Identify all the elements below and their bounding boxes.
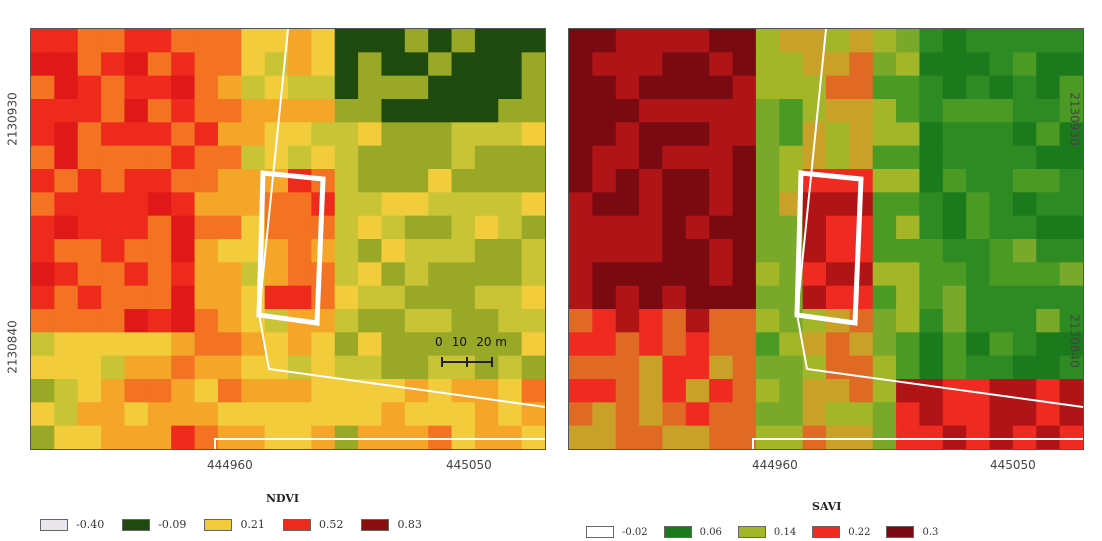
legend-swatch xyxy=(586,526,614,538)
ndvi-y-tick-bottom: 2130840 xyxy=(5,320,20,374)
legend-label: 0.06 xyxy=(699,526,722,538)
legend-label: 0.52 xyxy=(318,518,344,531)
parcel-boundary-line xyxy=(795,29,1083,408)
scale-label-0: 0 xyxy=(435,335,443,349)
ndvi-legend-item: 0.21 xyxy=(204,518,265,531)
ndvi-map[interactable]: 0 10 20 m xyxy=(30,28,546,450)
savi-legend-item: -0.02 xyxy=(586,526,648,538)
road-boundary-line xyxy=(752,438,1083,449)
ndvi-x-tick-2: 445050 xyxy=(446,458,492,472)
legend-swatch xyxy=(361,518,390,531)
study-plot-outline xyxy=(794,170,864,326)
legend-label: -0.02 xyxy=(622,526,648,538)
scale-bar-line xyxy=(441,357,493,367)
legend-swatch xyxy=(122,518,151,531)
legend-swatch xyxy=(204,518,233,531)
legend-swatch xyxy=(812,526,841,538)
savi-legend-item: 0.14 xyxy=(737,526,797,538)
savi-legend: -0.02 0.06 0.14 0.22 0.3 xyxy=(586,526,938,538)
legend-swatch xyxy=(282,518,311,531)
savi-legend-item: 0.06 xyxy=(663,526,722,538)
legend-swatch xyxy=(663,526,692,538)
ndvi-legend-title: NDVI xyxy=(266,492,300,505)
scale-label-10: 10 xyxy=(451,335,468,349)
savi-legend-item: 0.3 xyxy=(886,526,938,538)
legend-label: 0.21 xyxy=(240,518,265,531)
scale-label-20m: 20 m xyxy=(476,335,507,349)
ndvi-legend-item: 0.83 xyxy=(361,518,422,531)
ndvi-y-tick-top: 2130930 xyxy=(5,92,20,146)
legend-label: 0.3 xyxy=(922,526,939,538)
legend-swatch xyxy=(40,518,68,531)
ndvi-legend-item: -0.40 xyxy=(40,518,104,531)
legend-swatch xyxy=(737,526,766,538)
savi-map[interactable] xyxy=(568,28,1084,450)
savi-raster xyxy=(569,29,1083,449)
savi-y-tick-top: 2130930 xyxy=(1067,92,1082,146)
road-boundary-line xyxy=(214,438,545,449)
savi-x-tick-2: 445050 xyxy=(990,458,1036,472)
ndvi-legend-item: -0.09 xyxy=(122,518,186,531)
legend-swatch xyxy=(886,526,915,538)
ndvi-raster xyxy=(31,29,545,449)
parcel-boundary-line xyxy=(257,29,545,408)
legend-label: 0.22 xyxy=(848,526,871,538)
savi-y-tick-bottom: 2130840 xyxy=(1067,314,1082,368)
ndvi-x-tick-1: 444960 xyxy=(207,458,253,472)
savi-legend-title: SAVI xyxy=(812,500,842,513)
scale-bar: 0 10 20 m xyxy=(435,335,525,367)
savi-legend-item: 0.22 xyxy=(812,526,870,538)
study-plot-outline xyxy=(256,170,326,326)
ndvi-legend-item: 0.52 xyxy=(282,518,344,531)
legend-label: 0.14 xyxy=(773,526,797,538)
savi-x-tick-1: 444960 xyxy=(752,458,798,472)
ndvi-legend: -0.40 -0.09 0.21 0.52 0.83 xyxy=(40,518,422,531)
legend-label: -0.09 xyxy=(158,518,187,531)
legend-label: 0.83 xyxy=(397,518,422,531)
legend-label: -0.40 xyxy=(76,518,105,531)
